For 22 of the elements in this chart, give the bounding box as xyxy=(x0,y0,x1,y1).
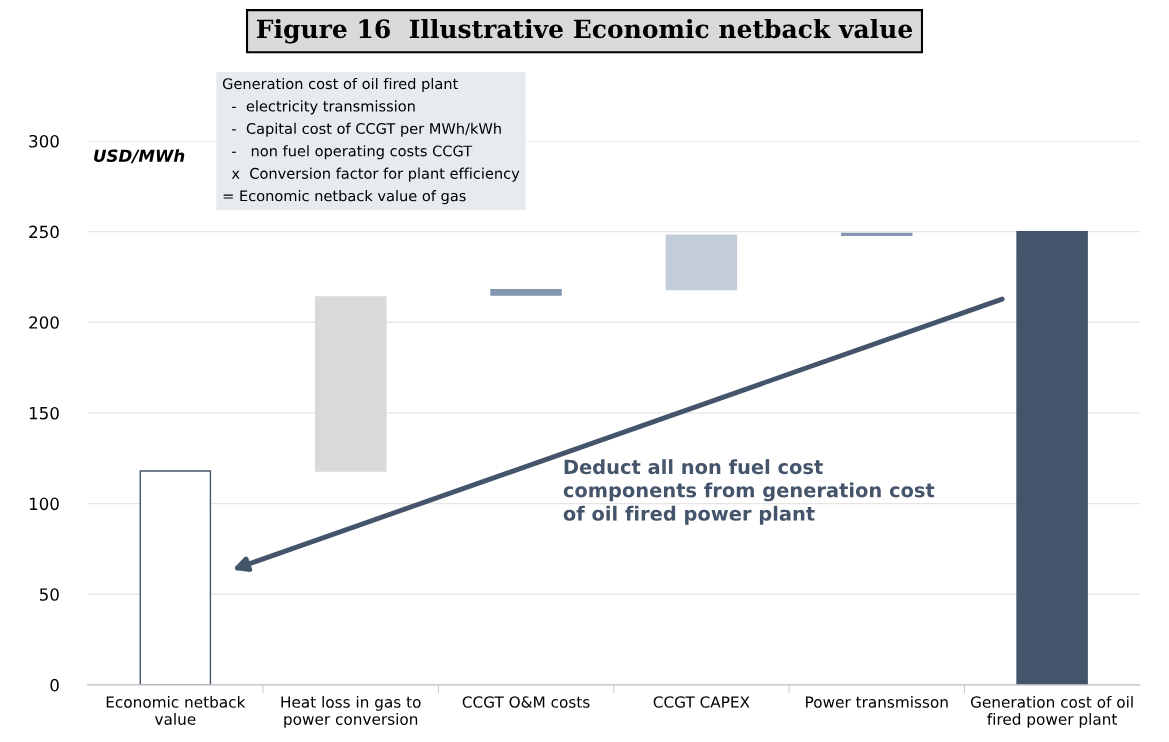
y-tick-label: 50 xyxy=(39,588,59,601)
y-axis-title: USD/MWh xyxy=(94,149,185,164)
x-tick-label: Heat loss in gas to power conversion xyxy=(281,695,421,728)
x-tick-label: Power transmisson xyxy=(806,695,948,708)
y-tick-label: 250 xyxy=(29,225,59,239)
x-tick-label: Generation cost of oil fired power plant xyxy=(970,695,1133,728)
bar xyxy=(139,470,212,685)
y-tick-label: 200 xyxy=(29,316,59,329)
bar xyxy=(490,288,562,296)
chart-title: Figure 16 Illustrative Economic netback value xyxy=(256,18,913,44)
x-tick-label: CCGT CAPEX xyxy=(653,696,750,708)
y-tick-label: 300 xyxy=(29,134,59,148)
annotation: Generation cost of oil fired plant - electricity transmission - Capital cost of CCGT per MWh/kWh - non fuel operating costs CCGT x Conversion factor for plant efficiency = Economic netback value of gas xyxy=(222,77,520,205)
y-tick-label: 150 xyxy=(29,406,59,420)
x-tick-label: Economic netback value xyxy=(106,695,246,725)
x-tick-label: CCGT O&M costs xyxy=(462,696,590,708)
y-tick-label: 0 xyxy=(50,678,59,692)
bar xyxy=(1016,230,1088,685)
bar xyxy=(665,234,738,291)
bar xyxy=(314,296,387,472)
y-tick-label: 100 xyxy=(29,497,59,511)
annotation: Deduct all non fuel cost components from generation cost of oil fired power plant xyxy=(563,459,935,525)
